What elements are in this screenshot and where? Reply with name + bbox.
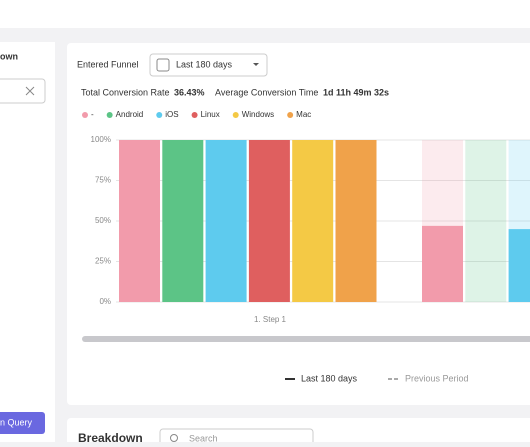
avg-time-label: Average Conversion Time [215, 87, 318, 97]
legend-label: Linux [201, 110, 220, 119]
bar [292, 140, 334, 302]
left-search[interactable] [0, 78, 46, 104]
caret [253, 63, 259, 66]
query-button[interactable] [0, 412, 45, 434]
y-tick-label: 50% [95, 216, 111, 225]
current-period: Last 180 days [301, 373, 358, 383]
bar [508, 229, 530, 302]
scrollbar[interactable] [82, 336, 530, 342]
bar [422, 225, 463, 302]
legend-dot [106, 112, 113, 118]
chart: 0% 25% 50% 75% 100% - Android iOS Linux Windows Ma… [82, 110, 530, 324]
breakdown-search[interactable] [159, 428, 314, 447]
query-button-label: n Query [0, 417, 33, 427]
legend-dot [191, 112, 198, 118]
avg-time-value: 1d 11h 49m 32s [323, 87, 389, 97]
bar [335, 140, 377, 302]
search-placeholder: Search [189, 433, 218, 442]
bar [248, 140, 290, 302]
funnel-label: Entered Funnel [77, 59, 139, 69]
bar [162, 140, 204, 302]
date-dropdown[interactable] [149, 53, 268, 77]
legend-label: Windows [242, 110, 274, 119]
left-tab[interactable] [0, 42, 28, 70]
y-tick-label: 100% [91, 135, 111, 144]
legend-dot [287, 112, 294, 118]
top-bar [0, 0, 530, 28]
x-tick-label: 1. Step 1 [254, 315, 287, 324]
legend-dot [156, 112, 163, 118]
calendar-icon [156, 58, 170, 72]
legend-dot [82, 112, 88, 118]
y-tick-label: 75% [95, 176, 111, 185]
bar [205, 140, 247, 302]
clear-icon[interactable] [25, 86, 35, 96]
bar [119, 140, 160, 302]
total-conversion-value: 36.43% [174, 87, 205, 97]
date-range: Last 180 days [176, 59, 233, 69]
legend-label: iOS [165, 110, 178, 119]
breakdown-title: Breakdown [78, 431, 143, 442]
left-panel [0, 42, 55, 442]
total-conversion-label: Total Conversion Rate [81, 87, 170, 97]
legend-label: Android [116, 110, 144, 119]
left-tab-label: own [0, 51, 18, 61]
legend-label: - [91, 110, 94, 119]
ghost-bar [465, 140, 507, 302]
previous-period: Previous Period [405, 373, 469, 383]
y-tick-label: 25% [95, 257, 111, 266]
y-tick-label: 0% [99, 297, 111, 306]
legend-label: Mac [296, 110, 311, 119]
legend-dot [232, 112, 239, 118]
